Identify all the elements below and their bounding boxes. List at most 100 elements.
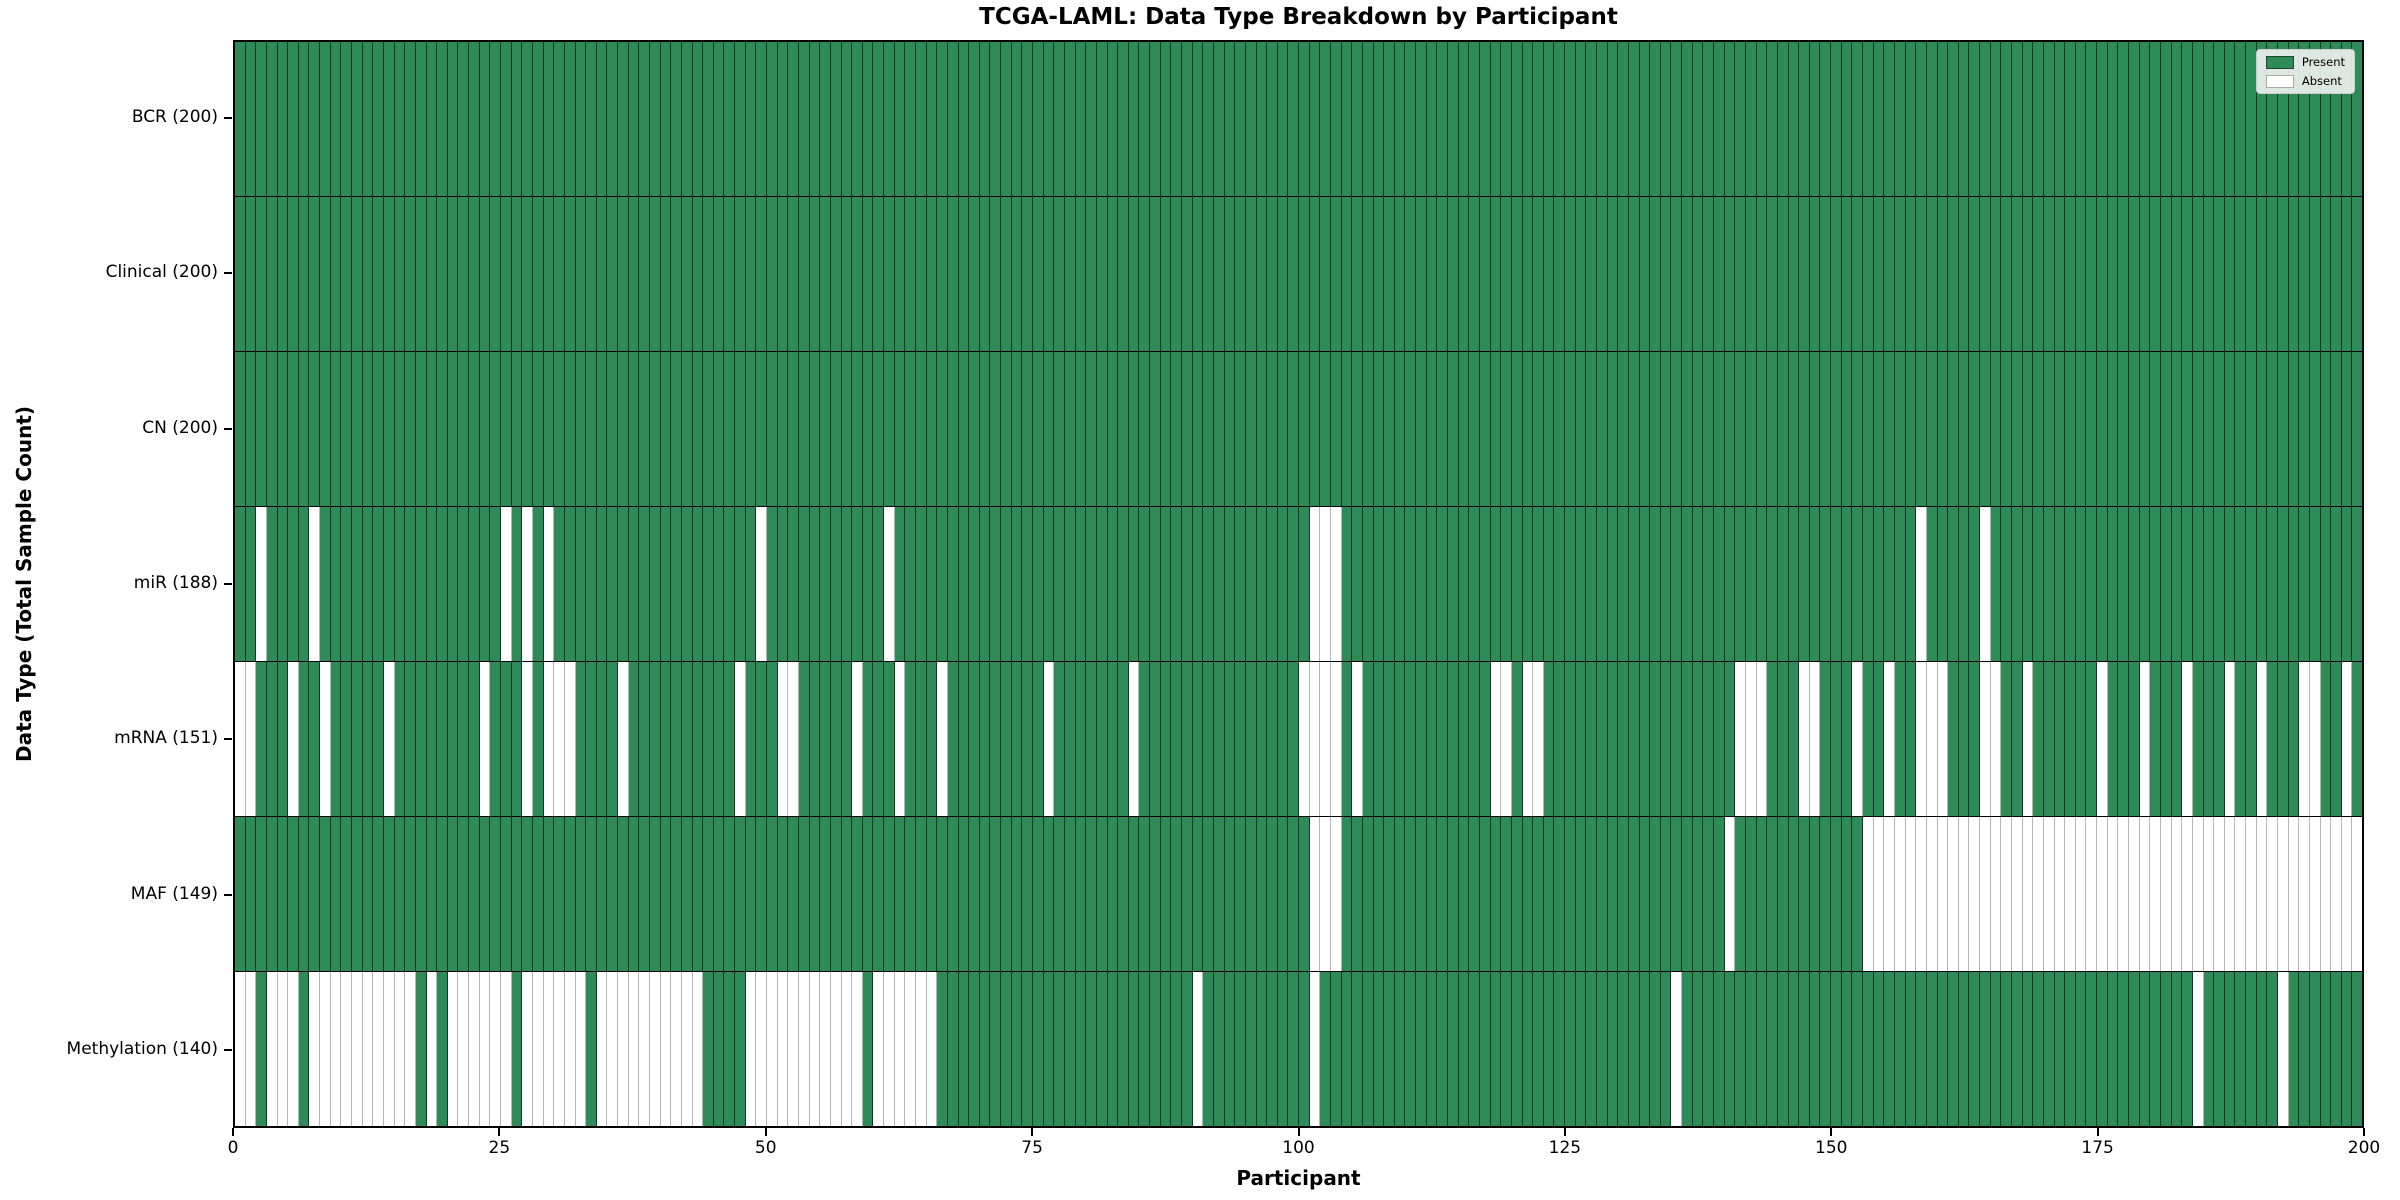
cell-MAF-23: [479, 817, 491, 971]
cell-miR-35: [607, 507, 619, 661]
cell-CN-78: [1064, 352, 1076, 506]
cell-mRNA-52: [788, 662, 799, 816]
cell-MAF-41: [671, 817, 682, 971]
cell-BCR-175: [2097, 42, 2108, 196]
cell-miR-149: [1820, 507, 1832, 661]
cell-Clinical-143: [1756, 197, 1768, 351]
cell-MAF-156: [1894, 817, 1906, 971]
cell-MAF-83: [1118, 817, 1129, 971]
cell-miR-133: [1650, 507, 1661, 661]
cell-Clinical-34: [596, 197, 608, 351]
cell-Methylation-113: [1437, 972, 1449, 1126]
cell-CN-75: [1033, 352, 1044, 506]
cell-BCR-9: [330, 42, 342, 196]
cell-Clinical-11: [352, 197, 363, 351]
cell-Methylation-178: [2129, 972, 2140, 1126]
cell-Clinical-165: [1990, 197, 2002, 351]
cell-miR-195: [2309, 507, 2321, 661]
cell-MAF-98: [1277, 817, 1289, 971]
cell-miR-158: [1916, 507, 1927, 661]
cell-Clinical-30: [554, 197, 565, 351]
cell-Methylation-167: [2011, 972, 2023, 1126]
cell-BCR-111: [1416, 42, 1427, 196]
cell-CN-104: [1341, 352, 1353, 506]
cell-Clinical-42: [681, 197, 693, 351]
cell-Clinical-81: [1096, 197, 1108, 351]
cell-Clinical-118: [1490, 197, 1502, 351]
cell-mRNA-25: [501, 662, 512, 816]
x-tick-label-200: 200: [2347, 1138, 2381, 1158]
cell-CN-194: [2299, 352, 2310, 506]
cell-mRNA-69: [969, 662, 980, 816]
cell-mRNA-136: [1682, 662, 1693, 816]
cell-BCR-88: [1171, 42, 1183, 196]
y-tick-mark-miR: [224, 583, 232, 585]
cell-BCR-64: [916, 42, 927, 196]
cell-Methylation-44: [703, 972, 714, 1126]
cell-Clinical-2: [256, 197, 267, 351]
cell-MAF-14: [383, 817, 395, 971]
cell-MAF-199: [2352, 817, 2363, 971]
cell-Clinical-199: [2352, 197, 2363, 351]
cell-BCR-113: [1437, 42, 1449, 196]
cell-BCR-145: [1777, 42, 1789, 196]
cell-Methylation-65: [926, 972, 938, 1126]
cell-CN-160: [1937, 352, 1949, 506]
cell-CN-176: [2107, 352, 2119, 506]
cell-BCR-30: [554, 42, 565, 196]
cell-Clinical-82: [1107, 197, 1119, 351]
cell-Methylation-162: [1958, 972, 1970, 1126]
cell-miR-106: [1362, 507, 1374, 661]
cell-mRNA-149: [1820, 662, 1832, 816]
cell-BCR-67: [947, 42, 959, 196]
cell-Clinical-80: [1086, 197, 1097, 351]
cell-miR-134: [1660, 507, 1672, 661]
cell-CN-35: [607, 352, 619, 506]
cell-mRNA-53: [798, 662, 810, 816]
cell-mRNA-107: [1373, 662, 1385, 816]
cell-BCR-167: [2011, 42, 2023, 196]
cell-CN-21: [458, 352, 470, 506]
cell-Methylation-27: [522, 972, 533, 1126]
cell-BCR-98: [1277, 42, 1289, 196]
cell-miR-20: [447, 507, 459, 661]
cell-mRNA-118: [1490, 662, 1502, 816]
cell-MAF-100: [1299, 817, 1310, 971]
cell-MAF-128: [1597, 817, 1608, 971]
cell-Clinical-64: [916, 197, 927, 351]
cell-MAF-22: [469, 817, 480, 971]
cell-MAF-82: [1107, 817, 1119, 971]
cell-Methylation-26: [511, 972, 523, 1126]
cell-MAF-101: [1309, 817, 1321, 971]
cell-MAF-175: [2097, 817, 2108, 971]
cell-Methylation-107: [1373, 972, 1385, 1126]
cell-Clinical-55: [820, 197, 831, 351]
cell-mRNA-152: [1852, 662, 1864, 816]
cell-CN-101: [1309, 352, 1321, 506]
cell-miR-118: [1490, 507, 1502, 661]
cell-Clinical-36: [618, 197, 629, 351]
cell-mRNA-117: [1479, 662, 1491, 816]
cell-Clinical-22: [469, 197, 480, 351]
cell-miR-178: [2129, 507, 2140, 661]
cell-MAF-91: [1203, 817, 1214, 971]
cell-BCR-166: [2001, 42, 2012, 196]
cell-MAF-104: [1341, 817, 1353, 971]
cell-Methylation-138: [1703, 972, 1715, 1126]
cell-mRNA-11: [352, 662, 363, 816]
cell-MAF-89: [1182, 817, 1193, 971]
cell-Methylation-104: [1341, 972, 1353, 1126]
cell-mRNA-119: [1501, 662, 1512, 816]
cell-Methylation-34: [596, 972, 608, 1126]
cell-MAF-134: [1660, 817, 1672, 971]
cell-BCR-131: [1628, 42, 1640, 196]
cell-mRNA-2: [256, 662, 267, 816]
cell-miR-23: [479, 507, 491, 661]
cell-Clinical-51: [777, 197, 789, 351]
cell-BCR-182: [2171, 42, 2183, 196]
cell-BCR-94: [1235, 42, 1246, 196]
cell-miR-138: [1703, 507, 1715, 661]
cell-BCR-194: [2299, 42, 2310, 196]
cell-Clinical-138: [1703, 197, 1715, 351]
cell-Clinical-122: [1533, 197, 1544, 351]
